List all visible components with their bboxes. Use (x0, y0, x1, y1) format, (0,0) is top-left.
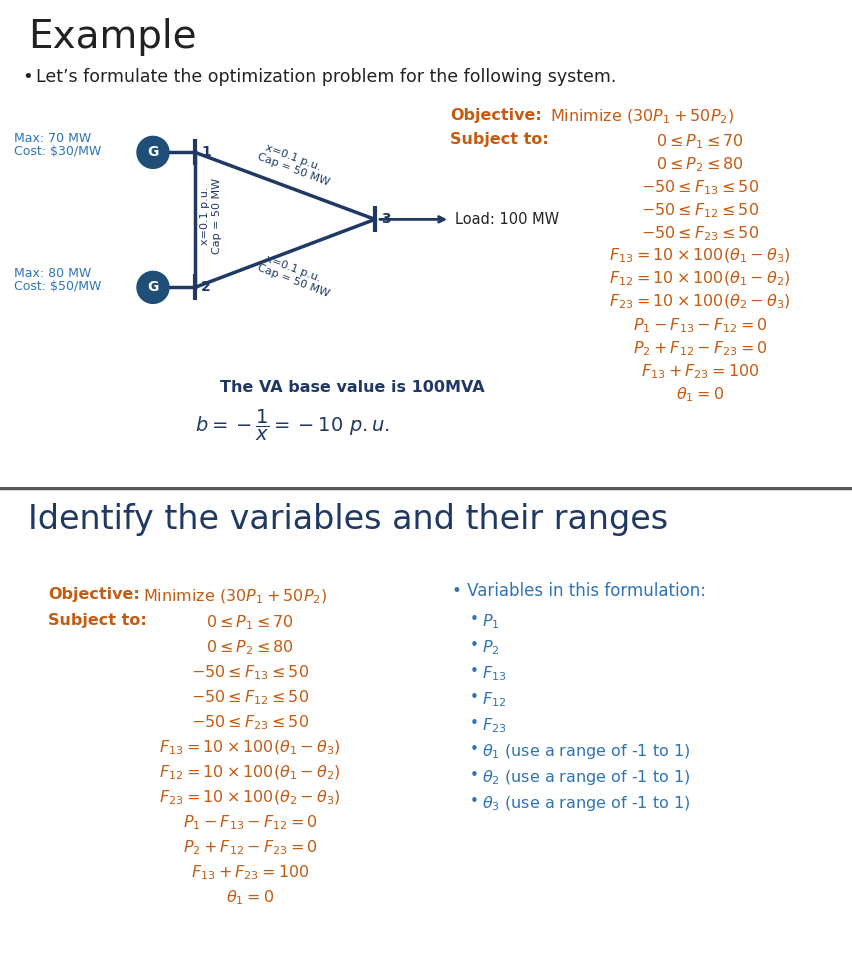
Text: $\theta_1 = 0$: $\theta_1 = 0$ (675, 385, 723, 403)
Text: $0 \leq P_1 \leq 70$: $0 \leq P_1 \leq 70$ (655, 132, 743, 151)
Text: •: • (469, 743, 478, 757)
Text: Minimize $(30P_1 + 50P_2)$: Minimize $(30P_1 + 50P_2)$ (550, 108, 734, 127)
Text: $0 \leq P_2 \leq 80$: $0 \leq P_2 \leq 80$ (655, 155, 743, 174)
Text: $\theta_1$ (use a range of -1 to 1): $\theta_1$ (use a range of -1 to 1) (481, 743, 689, 761)
Text: $F_{13} + F_{23} = 100$: $F_{13} + F_{23} = 100$ (191, 864, 309, 882)
Text: $F_{13} = 10 \times 100(\theta_1 - \theta_3)$: $F_{13} = 10 \times 100(\theta_1 - \thet… (159, 739, 341, 757)
Text: •: • (22, 68, 32, 86)
Text: Minimize $(30P_1 + 50P_2)$: Minimize $(30P_1 + 50P_2)$ (143, 587, 327, 605)
Text: $F_{12} = 10 \times 100(\theta_1 - \theta_2)$: $F_{12} = 10 \times 100(\theta_1 - \thet… (608, 270, 790, 288)
Text: $F_{13}$: $F_{13}$ (481, 664, 506, 683)
Circle shape (137, 136, 169, 168)
Text: Load: 100 MW: Load: 100 MW (454, 212, 558, 227)
Text: $P_1$: $P_1$ (481, 612, 499, 631)
Text: The VA base value is 100MVA: The VA base value is 100MVA (220, 380, 484, 395)
Text: $F_{23} = 10 \times 100(\theta_2 - \theta_3)$: $F_{23} = 10 \times 100(\theta_2 - \thet… (608, 293, 790, 311)
Text: •: • (469, 690, 478, 705)
Circle shape (137, 272, 169, 304)
Text: •: • (469, 769, 478, 783)
Text: $F_{13} = 10 \times 100(\theta_1 - \theta_3)$: $F_{13} = 10 \times 100(\theta_1 - \thet… (608, 247, 790, 265)
Text: Example: Example (28, 18, 197, 56)
Text: $\theta_1 = 0$: $\theta_1 = 0$ (226, 889, 273, 907)
Text: x=0.1 p.u.: x=0.1 p.u. (263, 253, 322, 283)
Text: • Variables in this formulation:: • Variables in this formulation: (452, 582, 705, 601)
Text: G: G (147, 145, 158, 160)
Text: Cap = 50 MW: Cap = 50 MW (256, 262, 330, 299)
Text: $-50 \leq F_{13} \leq 50$: $-50 \leq F_{13} \leq 50$ (640, 178, 758, 196)
Text: $-50 \leq F_{12} \leq 50$: $-50 \leq F_{12} \leq 50$ (640, 201, 758, 220)
Text: 3: 3 (381, 213, 390, 226)
Text: $F_{12} = 10 \times 100(\theta_1 - \theta_2)$: $F_{12} = 10 \times 100(\theta_1 - \thet… (159, 763, 341, 781)
Text: •: • (469, 717, 478, 731)
Text: Cap = 50 MW: Cap = 50 MW (256, 152, 330, 188)
Text: $-50 \leq F_{12} \leq 50$: $-50 \leq F_{12} \leq 50$ (191, 689, 308, 707)
Text: $F_{13} + F_{23} = 100$: $F_{13} + F_{23} = 100$ (640, 362, 758, 381)
Text: Max: 70 MW: Max: 70 MW (14, 132, 91, 145)
Text: Cap = 50 MW: Cap = 50 MW (212, 178, 222, 254)
Text: $F_{12}$: $F_{12}$ (481, 690, 506, 709)
Text: $P_1 - F_{13} - F_{12} = 0$: $P_1 - F_{13} - F_{12} = 0$ (182, 813, 317, 832)
Text: $P_2 + F_{12} - F_{23} = 0$: $P_2 + F_{12} - F_{23} = 0$ (632, 339, 767, 358)
Text: Subject to:: Subject to: (450, 132, 548, 147)
Text: $-50 \leq F_{23} \leq 50$: $-50 \leq F_{23} \leq 50$ (191, 714, 308, 732)
Text: $P_1 - F_{13} - F_{12} = 0$: $P_1 - F_{13} - F_{12} = 0$ (632, 316, 767, 335)
Text: Objective:: Objective: (48, 587, 140, 602)
Text: $-50 \leq F_{13} \leq 50$: $-50 \leq F_{13} \leq 50$ (191, 663, 308, 682)
Text: $0 \leq P_2 \leq 80$: $0 \leq P_2 \leq 80$ (206, 638, 294, 657)
Text: 2: 2 (201, 280, 210, 294)
Text: •: • (469, 612, 478, 628)
Text: •: • (469, 638, 478, 654)
Text: Max: 80 MW: Max: 80 MW (14, 267, 91, 279)
Text: $-50 \leq F_{23} \leq 50$: $-50 \leq F_{23} \leq 50$ (640, 224, 758, 243)
Text: $\theta_3$ (use a range of -1 to 1): $\theta_3$ (use a range of -1 to 1) (481, 794, 689, 813)
Text: $F_{23} = 10 \times 100(\theta_2 - \theta_3)$: $F_{23} = 10 \times 100(\theta_2 - \thet… (159, 788, 341, 806)
Text: $0 \leq P_1 \leq 70$: $0 \leq P_1 \leq 70$ (206, 613, 294, 632)
Text: Let’s formulate the optimization problem for the following system.: Let’s formulate the optimization problem… (36, 68, 616, 86)
Text: •: • (469, 794, 478, 809)
Text: Identify the variables and their ranges: Identify the variables and their ranges (28, 504, 667, 537)
Text: $F_{23}$: $F_{23}$ (481, 717, 506, 735)
Text: Cost: $50/MW: Cost: $50/MW (14, 279, 101, 293)
Text: $b = -\dfrac{1}{x} = -10\ p.u.$: $b = -\dfrac{1}{x} = -10\ p.u.$ (195, 408, 389, 443)
Text: Cost: $30/MW: Cost: $30/MW (14, 145, 101, 158)
Text: $\theta_2$ (use a range of -1 to 1): $\theta_2$ (use a range of -1 to 1) (481, 769, 689, 787)
Text: $P_2$: $P_2$ (481, 638, 499, 657)
Text: 1: 1 (201, 145, 210, 160)
Text: x=0.1 p.u.: x=0.1 p.u. (263, 143, 322, 173)
Text: Subject to:: Subject to: (48, 613, 147, 629)
Text: Objective:: Objective: (450, 108, 541, 123)
Text: $P_2 + F_{12} - F_{23} = 0$: $P_2 + F_{12} - F_{23} = 0$ (182, 838, 317, 857)
Text: •: • (469, 664, 478, 680)
Text: x=0.1 p.u.: x=0.1 p.u. (199, 187, 210, 245)
Text: G: G (147, 280, 158, 294)
